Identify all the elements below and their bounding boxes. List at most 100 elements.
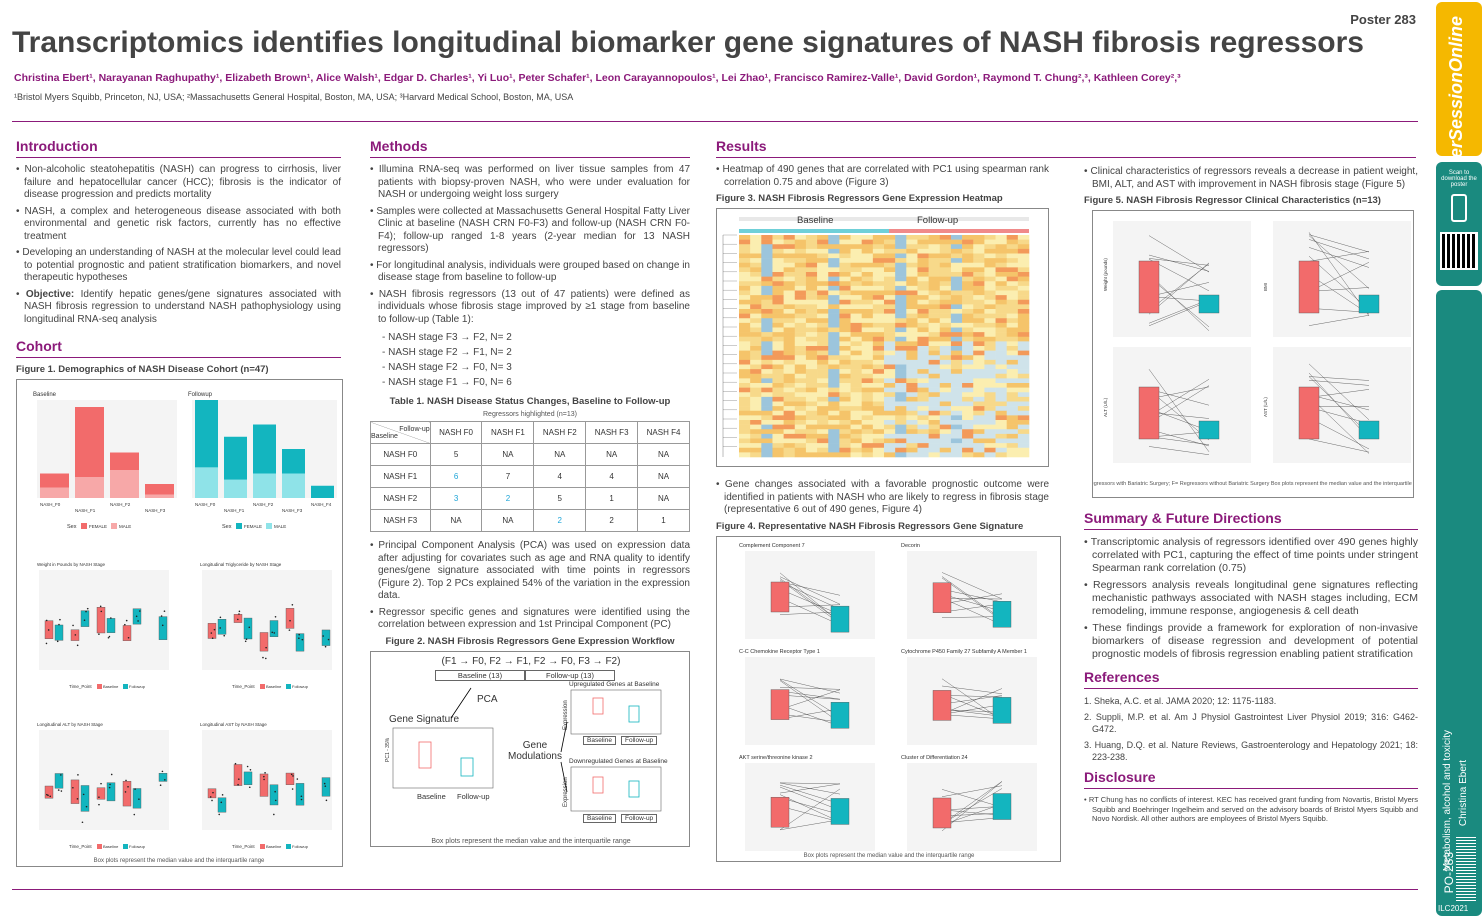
- fig3-cell: [950, 285, 963, 291]
- fig3-cell: [861, 355, 874, 361]
- fig3-cell: [783, 359, 796, 365]
- fig1-point: [288, 629, 291, 631]
- fig1-legend-label: Followup: [129, 684, 146, 689]
- fig3-cell: [906, 443, 918, 449]
- fig1-point: [47, 794, 49, 797]
- fig3-cell: [861, 299, 874, 305]
- fig3-cell: [962, 392, 974, 398]
- fig3-cell: [950, 235, 963, 240]
- fig2-note: Box plots represent the median value and…: [431, 837, 631, 845]
- fig3-cell: [973, 304, 985, 310]
- fig3-cell: [794, 415, 807, 421]
- fig1-legend-label: Baseline: [103, 684, 119, 689]
- fig3-cell: [973, 327, 985, 333]
- fig3-cell: [861, 267, 874, 273]
- fig3-cell: [828, 336, 840, 342]
- fig3-cell: [939, 272, 952, 277]
- fig3-cell: [906, 262, 918, 268]
- fig3-cell: [794, 332, 807, 338]
- fig4-line: [779, 579, 841, 624]
- fig3-cell: [828, 285, 840, 291]
- fig2-box-followup: [628, 780, 640, 797]
- fig3-cell: [861, 253, 874, 259]
- fig3-cell: [761, 272, 773, 277]
- fig3-cell: [850, 447, 862, 453]
- fig2-up-base: Baseline: [583, 735, 616, 745]
- fig3-cell: [950, 262, 963, 268]
- fig1-point: [238, 610, 241, 613]
- qr-code-icon[interactable]: [1440, 232, 1478, 270]
- fig3-cell: [739, 369, 751, 375]
- fig3-cell: [805, 443, 818, 449]
- fig3-cell: [828, 433, 840, 439]
- fig3-cell: [928, 290, 941, 296]
- fig3-cell: [861, 415, 874, 421]
- fig3-cell: [817, 258, 829, 264]
- fig3-cell: [1017, 359, 1030, 365]
- fig3-cell: [928, 369, 941, 375]
- fig3-cell: [895, 299, 907, 305]
- fig3-cell: [805, 281, 818, 287]
- fig3-cell: [939, 290, 952, 296]
- fig3-cell: [850, 346, 862, 351]
- fig3-cell: [1017, 299, 1030, 305]
- fig3-cell: [772, 355, 784, 361]
- fig3-cell: [850, 401, 862, 407]
- fig3-cell: [872, 429, 885, 435]
- qr-panel[interactable]: Scan to download the poster: [1436, 162, 1482, 286]
- fig3-cell: [939, 332, 952, 338]
- fig3-cell: [872, 304, 885, 310]
- fig3-cell: [739, 387, 751, 393]
- fig3-cell: [917, 410, 929, 416]
- fig1-box: [106, 782, 116, 802]
- fig3-cell: [805, 406, 818, 412]
- fig3-cell: [995, 332, 1007, 338]
- fig3-cell: [995, 327, 1007, 333]
- brand-panel[interactable]: PosterSessionOnline: [1436, 2, 1482, 197]
- fig3-cell: [895, 424, 907, 430]
- fig3-cell: [962, 272, 974, 277]
- fig3-cell: [739, 420, 751, 425]
- fig3-cell: [939, 424, 952, 430]
- fig3-cell: [995, 378, 1007, 384]
- fig3-cell: [906, 299, 918, 305]
- fig3-cell: [872, 396, 885, 402]
- fig3-cell: [828, 258, 840, 264]
- fig3-cell: [828, 369, 840, 375]
- fig3-cell: [973, 235, 985, 240]
- fig3-cell: [805, 433, 818, 439]
- fig3-cell: [805, 299, 818, 305]
- fig1-point: [238, 613, 240, 615]
- fig3-cell: [1006, 332, 1019, 338]
- fig4-line: [941, 780, 1003, 824]
- fig3-cell: [794, 373, 807, 379]
- fig3-cell: [895, 410, 907, 416]
- fig3-cell: [895, 322, 907, 328]
- fig1-box: [243, 771, 253, 785]
- fig1-tick-label: NASH_F2: [110, 502, 131, 507]
- fig3-cell: [839, 327, 851, 333]
- fig3-cell: [884, 253, 896, 259]
- fig3-cell: [794, 290, 807, 296]
- fig3-cell: [805, 267, 818, 273]
- fig3-cell: [805, 336, 818, 342]
- fig3-cell: [950, 290, 963, 296]
- fig1-point: [291, 604, 294, 606]
- fig3-cell: [850, 304, 862, 310]
- fig3-cell: [928, 267, 941, 273]
- fig3-cell: [794, 346, 807, 351]
- fig3-cell: [1017, 276, 1030, 282]
- fig3-cell: [950, 415, 963, 421]
- fig3-cell: [750, 272, 762, 277]
- fig3-cell: [872, 248, 885, 254]
- fig4-line: [779, 581, 841, 595]
- fig3-cell: [984, 309, 996, 314]
- fig3-cell: [984, 355, 996, 361]
- fig1-legend-swatch: [266, 523, 272, 529]
- fig3-cell: [939, 373, 952, 379]
- fig3-cell: [950, 359, 963, 365]
- fig3-cell: [817, 452, 829, 458]
- fig3-cell: [895, 378, 907, 384]
- fig5-plot-area: [1113, 347, 1251, 463]
- fig3-cell: [1017, 378, 1030, 384]
